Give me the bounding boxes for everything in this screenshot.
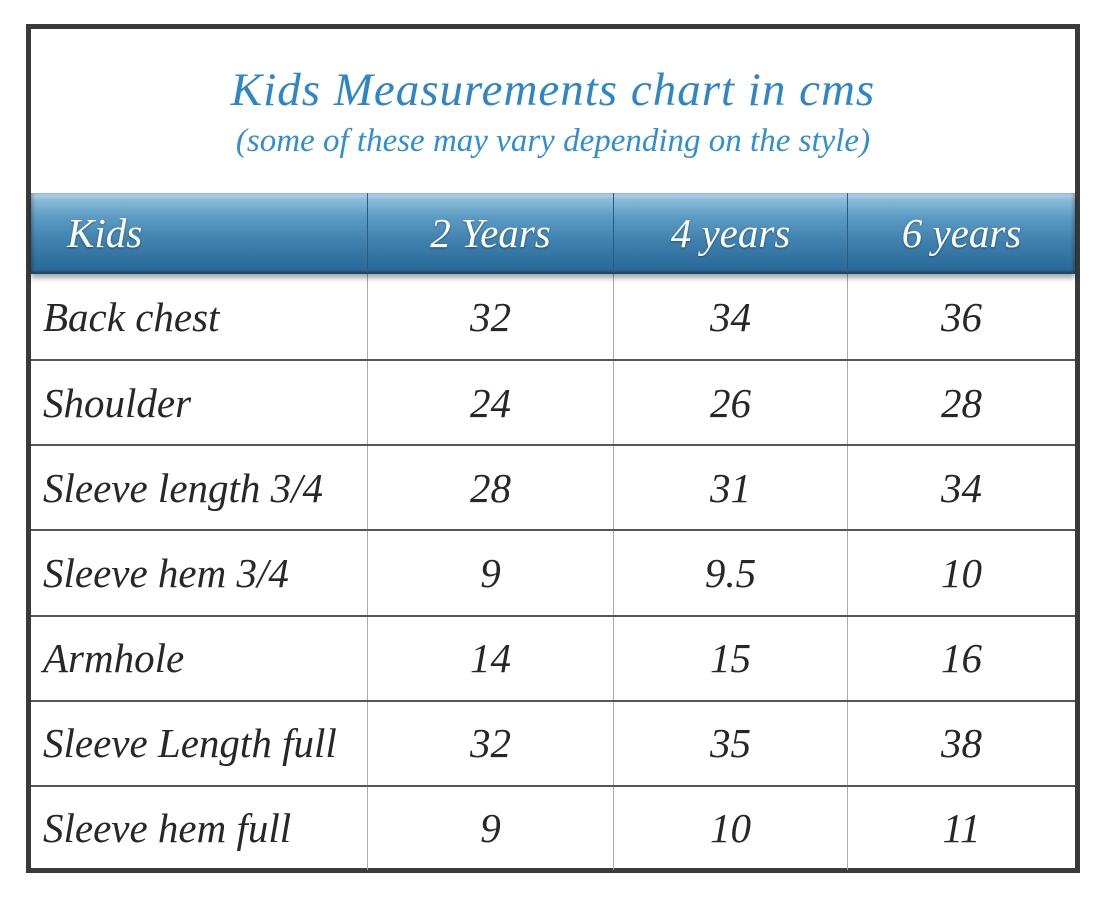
cell-value: 35 xyxy=(613,701,847,785)
table-row: Shoulder 24 26 28 xyxy=(31,359,1075,445)
table-row: Armhole 14 15 16 xyxy=(31,614,1075,700)
cell-value: 11 xyxy=(847,786,1075,870)
table-row: Back chest 32 34 36 xyxy=(31,274,1075,360)
column-header-4-years: 4 years xyxy=(613,193,847,272)
chart-title: Kids Measurements chart in cms xyxy=(230,64,876,116)
cell-value: 10 xyxy=(613,786,847,870)
row-label: Armhole xyxy=(43,635,185,682)
cell-value: 26 xyxy=(613,361,847,445)
cell-value: 32 xyxy=(367,274,613,360)
table-body: Back chest 32 34 36 Shoulder 24 26 28 Sl… xyxy=(31,274,1075,870)
title-area: Kids Measurements chart in cms (some of … xyxy=(31,29,1075,193)
row-label: Sleeve hem 3/4 xyxy=(43,549,289,596)
row-label: Sleeve length 3/4 xyxy=(43,464,324,511)
cell-value: 16 xyxy=(847,616,1075,700)
cell-value: 24 xyxy=(367,361,613,445)
cell-value: 10 xyxy=(847,531,1075,615)
table-row: Sleeve hem full 9 10 11 xyxy=(31,784,1075,870)
cell-value: 32 xyxy=(367,701,613,785)
cell-value: 34 xyxy=(613,274,847,360)
cell-value: 15 xyxy=(613,616,847,700)
table-row: Sleeve Length full 32 35 38 xyxy=(31,699,1075,785)
row-label: Shoulder xyxy=(43,379,192,426)
table-row: Sleeve length 3/4 28 31 34 xyxy=(31,444,1075,530)
row-label: Sleeve Length full xyxy=(43,720,337,767)
table-row: Sleeve hem 3/4 9 9.5 10 xyxy=(31,529,1075,615)
cell-value: 38 xyxy=(847,701,1075,785)
chart-frame: Kids Measurements chart in cms (some of … xyxy=(26,24,1080,873)
column-header-kids: Kids xyxy=(67,209,143,256)
cell-value: 9 xyxy=(367,531,613,615)
cell-value: 9.5 xyxy=(613,531,847,615)
cell-value: 31 xyxy=(613,446,847,530)
cell-value: 9 xyxy=(367,786,613,870)
cell-value: 28 xyxy=(367,446,613,530)
column-header-6-years: 6 years xyxy=(847,193,1075,272)
cell-value: 36 xyxy=(847,274,1075,360)
row-label: Back chest xyxy=(43,293,220,340)
column-header-2-years: 2 Years xyxy=(367,193,613,272)
cell-value: 14 xyxy=(367,616,613,700)
cell-value: 28 xyxy=(847,361,1075,445)
cell-value: 34 xyxy=(847,446,1075,530)
chart-subtitle: (some of these may vary depending on the… xyxy=(235,123,871,159)
table-header-row: Kids 2 Years 4 years 6 years xyxy=(31,193,1075,274)
row-label: Sleeve hem full xyxy=(43,805,292,852)
